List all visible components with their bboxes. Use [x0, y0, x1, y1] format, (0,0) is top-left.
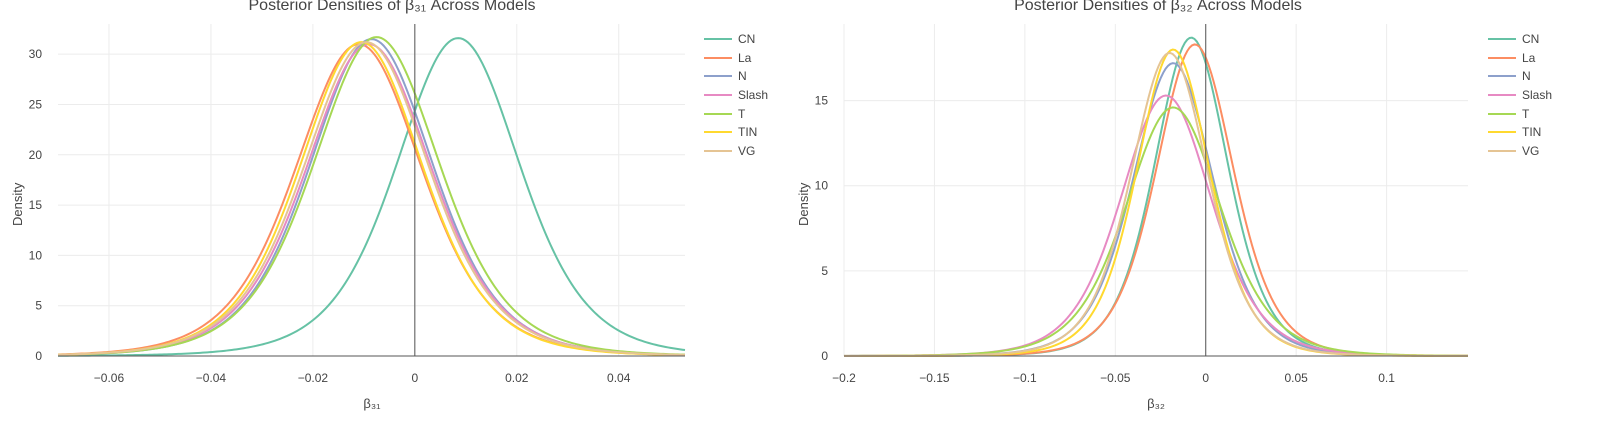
- legend-swatch: [704, 112, 732, 115]
- legend-item-cn[interactable]: CN: [1488, 30, 1552, 49]
- x-tick-label: −0.05: [1100, 371, 1131, 385]
- y-tick-label: 15: [815, 94, 829, 108]
- x-axis-label: β₃₁: [363, 396, 381, 411]
- legend-swatch: [704, 131, 732, 134]
- x-tick-label: −0.1: [1013, 371, 1037, 385]
- legend-item-vg[interactable]: VG: [704, 142, 768, 161]
- x-tick-label: 0.05: [1284, 371, 1308, 385]
- chart-panel-beta32: Posterior Densities of β₃₂ Across Models…: [790, 0, 1604, 421]
- legend-label: Slash: [738, 88, 769, 103]
- legend-swatch: [1488, 94, 1516, 97]
- density-curve-tin: [843, 48, 1468, 357]
- legend-swatch: [1488, 75, 1516, 78]
- legend-label: TIN: [738, 125, 758, 140]
- legend: CN La N Slash T TIN VG: [704, 30, 768, 160]
- legend-label: CN: [738, 32, 756, 47]
- x-tick-label: 0: [1202, 371, 1209, 385]
- y-tick-label: 0: [35, 349, 42, 363]
- density-curve-vg: [57, 41, 686, 356]
- legend-swatch: [704, 94, 732, 97]
- legend-label: VG: [738, 143, 756, 158]
- legend-item-n[interactable]: N: [1488, 67, 1552, 86]
- y-tick-label: 20: [29, 148, 43, 162]
- legend-swatch: [704, 38, 732, 41]
- legend-item-tin[interactable]: TIN: [1488, 123, 1552, 142]
- legend-label: N: [1522, 69, 1531, 84]
- legend-swatch: [1488, 149, 1516, 152]
- legend-label: T: [738, 106, 746, 121]
- legend-item-slash[interactable]: Slash: [1488, 86, 1552, 105]
- density-curve-n: [844, 62, 1468, 357]
- x-tick-label: −0.02: [298, 371, 329, 385]
- legend-item-n[interactable]: N: [704, 67, 768, 86]
- legend-item-la[interactable]: La: [704, 49, 768, 68]
- y-tick-label: 5: [35, 299, 42, 313]
- legend-item-slash[interactable]: Slash: [704, 86, 768, 105]
- legend-item-t[interactable]: T: [704, 104, 768, 123]
- legend-label: T: [1522, 106, 1530, 121]
- x-axis-label: β₃₂: [1147, 396, 1165, 411]
- density-curve-cn: [57, 37, 686, 357]
- legend-item-tin[interactable]: TIN: [704, 123, 768, 142]
- y-tick-label: 15: [29, 198, 43, 212]
- density-curve-t: [57, 36, 686, 356]
- legend-label: La: [1522, 50, 1536, 65]
- legend: CN La N Slash T TIN VG: [1488, 30, 1552, 160]
- x-tick-label: 0: [411, 371, 418, 385]
- legend-item-t[interactable]: T: [1488, 104, 1552, 123]
- y-axis-label: Density: [10, 182, 25, 226]
- legend-label: N: [738, 69, 747, 84]
- y-tick-label: 30: [29, 47, 43, 61]
- legend-swatch: [1488, 112, 1516, 115]
- legend-swatch: [704, 56, 732, 59]
- legend-label: CN: [1522, 32, 1540, 47]
- legend-item-cn[interactable]: CN: [704, 30, 768, 49]
- x-tick-label: −0.15: [919, 371, 950, 385]
- legend-item-la[interactable]: La: [1488, 49, 1552, 68]
- legend-swatch: [1488, 38, 1516, 41]
- chart-title: Posterior Densities of β₃₂ Across Models: [1014, 0, 1302, 14]
- x-tick-label: 0.1: [1378, 371, 1395, 385]
- x-tick-label: −0.04: [196, 371, 227, 385]
- legend-swatch: [704, 75, 732, 78]
- y-axis-label: Density: [796, 182, 811, 226]
- chart-title: Posterior Densities of β₃₁ Across Models: [248, 0, 536, 14]
- legend-item-vg[interactable]: VG: [1488, 142, 1552, 161]
- legend-label: La: [738, 50, 752, 65]
- chart-svg: −0.06 −0.04 −0.02 0 0.02 0.04 0 5 10 15 20 25 30: [29, 24, 686, 385]
- legend-swatch: [1488, 131, 1516, 134]
- y-tick-label: 25: [29, 97, 43, 111]
- x-tick-label: 0.02: [505, 371, 529, 385]
- density-curve-t: [843, 106, 1469, 357]
- legend-swatch: [704, 149, 732, 152]
- x-tick-label: −0.2: [832, 371, 856, 385]
- x-tick-label: −0.06: [94, 371, 125, 385]
- legend-label: TIN: [1522, 125, 1542, 140]
- legend-label: Slash: [1522, 88, 1553, 103]
- y-tick-label: 0: [821, 349, 828, 363]
- y-tick-label: 10: [29, 248, 43, 262]
- chart-svg: −0.2 −0.15 −0.1 −0.05 0 0.05 0.1 0 5 10 15: [815, 24, 1469, 385]
- chart-panel-beta31: Posterior Densities of β₃₁ Across Models…: [0, 0, 790, 421]
- density-curve-vg: [844, 52, 1469, 357]
- y-tick-label: 5: [821, 264, 828, 278]
- density-curve-slash: [844, 94, 1469, 357]
- x-tick-label: 0.04: [607, 371, 631, 385]
- y-tick-label: 10: [815, 179, 829, 193]
- legend-label: VG: [1522, 143, 1540, 158]
- legend-swatch: [1488, 56, 1516, 59]
